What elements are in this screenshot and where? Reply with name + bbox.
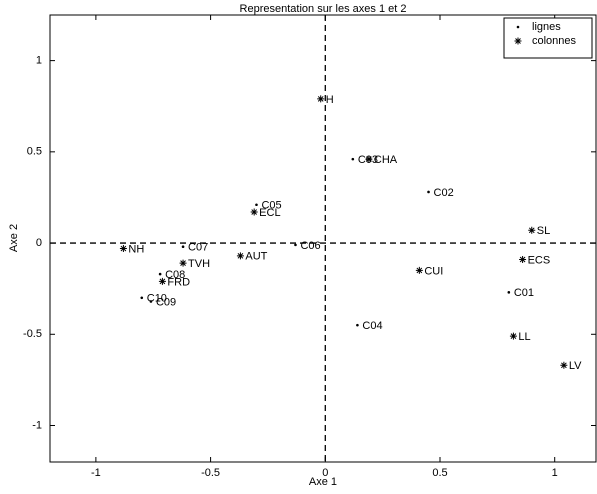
- point-label: C10: [147, 293, 167, 305]
- legend-label: colonnes: [532, 35, 577, 47]
- y-tick-label: 0.5: [27, 146, 42, 158]
- point-label: TVH: [188, 258, 210, 270]
- point-label: FRD: [167, 276, 190, 288]
- dot-marker: [351, 157, 355, 161]
- star-marker: [560, 361, 568, 369]
- dot-marker: [140, 296, 144, 300]
- x-tick-label: 0.5: [432, 467, 447, 479]
- point-label: ECL: [259, 207, 280, 219]
- star-marker: [236, 252, 244, 260]
- point-label: C07: [188, 242, 208, 254]
- y-tick-label: 1: [36, 55, 42, 67]
- star-marker: [415, 266, 423, 274]
- point-label: H: [326, 94, 334, 106]
- x-tick-label: 0: [322, 467, 328, 479]
- point-label: LL: [518, 331, 530, 343]
- dot-marker: [294, 243, 297, 247]
- dot-marker: [158, 272, 162, 276]
- legend-label: lignes: [532, 21, 561, 33]
- dot-marker: [356, 323, 359, 327]
- star-marker: [317, 95, 325, 103]
- star-marker: [179, 259, 187, 267]
- point-label: CHA: [374, 154, 398, 166]
- dot-marker: [255, 203, 258, 207]
- point-label: C02: [434, 187, 454, 199]
- star-marker: [250, 208, 258, 216]
- dot-marker: [516, 25, 520, 29]
- plot-frame: [49, 14, 597, 463]
- dot-marker: [149, 300, 153, 303]
- point-label: C01: [514, 287, 534, 299]
- point-label: C06: [300, 240, 320, 252]
- y-tick-label: 0: [36, 237, 42, 249]
- x-axis-label: Axe 1: [309, 476, 337, 488]
- dot-marker: [427, 190, 430, 194]
- point-label: LV: [569, 360, 582, 372]
- x-tick-label: -1: [91, 467, 101, 479]
- dot-marker: [507, 291, 511, 294]
- point-label: C05: [261, 200, 281, 212]
- star-marker: [528, 226, 536, 234]
- x-tick-label: 1: [552, 467, 558, 479]
- chart-title: Representation sur les axes 1 et 2: [240, 3, 407, 15]
- legend-box: [503, 17, 593, 59]
- star-marker: [509, 332, 517, 340]
- point-label: AUT: [245, 251, 267, 263]
- point-label: ECS: [528, 254, 551, 266]
- y-tick-label: -0.5: [23, 328, 42, 340]
- point-label: C08: [165, 269, 185, 281]
- point-label: C04: [362, 320, 382, 332]
- star-marker: [514, 37, 522, 45]
- star-marker: [519, 255, 527, 263]
- point-label: C09: [156, 296, 176, 308]
- point-label: SL: [537, 225, 550, 237]
- dot-marker: [181, 245, 185, 249]
- star-marker: [365, 155, 373, 163]
- y-axis-label: Axe 2: [8, 224, 20, 252]
- point-label: CUI: [424, 265, 443, 277]
- star-marker: [119, 245, 127, 253]
- x-tick-label: -0.5: [201, 467, 220, 479]
- star-marker: [158, 277, 166, 285]
- y-tick-label: -1: [32, 419, 42, 431]
- point-label: NH: [128, 243, 144, 255]
